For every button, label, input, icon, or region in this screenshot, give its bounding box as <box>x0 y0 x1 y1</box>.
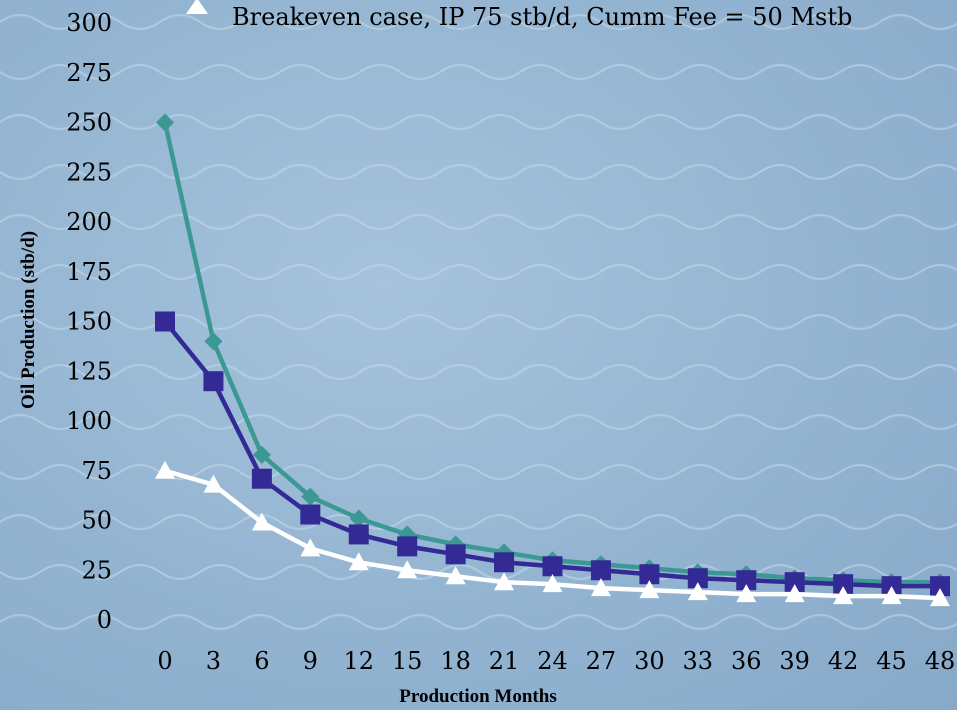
x-tick-label: 9 <box>303 647 318 675</box>
series-3 <box>155 460 950 607</box>
data-point-triangle <box>736 584 757 603</box>
background-wave <box>0 213 957 231</box>
legend-label: Breakeven case, IP 75 stb/d, Cumm Fee = … <box>232 3 852 31</box>
background-wave <box>0 363 957 381</box>
y-tick-label: 275 <box>66 59 112 87</box>
y-tick-label: 50 <box>81 507 112 535</box>
x-tick-label: 42 <box>828 647 859 675</box>
y-tick-label: 75 <box>81 457 112 485</box>
data-point-square <box>445 544 466 565</box>
data-point-diamond <box>156 113 174 132</box>
x-tick-label: 0 <box>157 647 172 675</box>
data-point-triangle <box>348 552 369 571</box>
data-point-triangle <box>542 574 563 593</box>
data-point-square <box>590 560 611 581</box>
y-tick-label: 225 <box>66 158 112 186</box>
background-wave <box>0 163 957 181</box>
data-point-square <box>833 574 854 595</box>
y-tick-label: 300 <box>66 9 112 37</box>
data-point-triangle <box>203 474 224 493</box>
data-point-square <box>736 570 757 591</box>
data-point-triangle <box>687 582 708 601</box>
data-point-triangle <box>251 512 272 531</box>
y-tick-label: 0 <box>97 606 112 634</box>
data-point-triangle <box>881 586 902 605</box>
data-point-diamond <box>204 332 223 351</box>
data-point-triangle <box>833 586 854 605</box>
legend-marker-triangle <box>186 0 208 14</box>
y-tick-label: 200 <box>66 208 112 236</box>
y-axis-title: Oil Production (stb/d) <box>18 231 39 409</box>
data-point-square <box>639 564 660 585</box>
x-tick-label: 36 <box>731 647 762 675</box>
data-point-triangle <box>397 560 418 579</box>
background-wave <box>0 263 957 281</box>
legend: Breakeven case, IP 75 stb/d, Cumm Fee = … <box>186 0 852 31</box>
x-axis-ticks: 0 3 6 9 12 15 18 21 24 27 30 33 36 39 42 45 48 <box>157 647 955 675</box>
series-line <box>162 122 940 585</box>
y-tick-label: 100 <box>66 407 112 435</box>
data-point-triangle <box>930 588 950 607</box>
background-wave <box>0 613 957 631</box>
series-line <box>163 320 940 589</box>
background-wave-pattern <box>0 13 957 631</box>
data-point-triangle <box>494 572 515 591</box>
x-axis-title: Production Months <box>399 686 556 707</box>
y-tick-label: 175 <box>66 258 112 286</box>
data-point-triangle <box>300 538 321 557</box>
y-axis-ticks: 0 25 50 75 100 125 150 175 200 225 250 275 300 <box>66 9 112 634</box>
data-point-triangle <box>639 580 660 599</box>
y-tick-label: 150 <box>66 308 112 336</box>
data-point-square <box>930 576 950 597</box>
x-tick-label: 45 <box>876 647 907 675</box>
data-point-triangle <box>445 566 466 585</box>
background-wave <box>0 63 957 81</box>
x-tick-label: 30 <box>634 647 665 675</box>
x-tick-label: 27 <box>586 647 617 675</box>
background-wave <box>0 113 957 131</box>
data-point-diamond <box>349 509 368 528</box>
data-point-triangle <box>155 460 175 479</box>
data-point-square <box>784 572 805 593</box>
x-tick-label: 39 <box>779 647 810 675</box>
data-point-square <box>155 311 175 332</box>
x-tick-label: 18 <box>440 647 471 675</box>
data-point-square <box>494 552 515 573</box>
x-tick-label: 6 <box>254 647 269 675</box>
x-tick-label: 24 <box>537 647 568 675</box>
data-point-square <box>300 504 321 525</box>
x-tick-label: 15 <box>392 647 423 675</box>
background-wave <box>0 313 957 331</box>
x-tick-label: 33 <box>683 647 714 675</box>
data-point-square <box>542 556 563 577</box>
data-point-square <box>203 371 224 392</box>
y-tick-label: 25 <box>81 556 112 584</box>
x-tick-label: 21 <box>489 647 520 675</box>
data-point-square <box>348 524 369 545</box>
data-point-square <box>397 536 418 557</box>
background-wave <box>0 513 957 531</box>
data-point-diamond <box>252 445 271 464</box>
y-tick-label: 250 <box>66 109 112 137</box>
x-tick-label: 12 <box>343 647 374 675</box>
series-2 <box>155 311 950 597</box>
data-point-square <box>687 568 708 589</box>
data-point-diamond <box>301 487 320 506</box>
data-point-square <box>251 468 272 489</box>
background-wave <box>0 413 957 431</box>
data-point-triangle <box>590 578 611 597</box>
x-tick-label: 3 <box>206 647 221 675</box>
x-tick-label: 48 <box>925 647 956 675</box>
background-wave <box>0 463 957 481</box>
series-layer <box>155 113 950 607</box>
data-point-triangle <box>784 584 805 603</box>
y-tick-label: 125 <box>66 357 112 385</box>
background-wave <box>0 13 957 31</box>
